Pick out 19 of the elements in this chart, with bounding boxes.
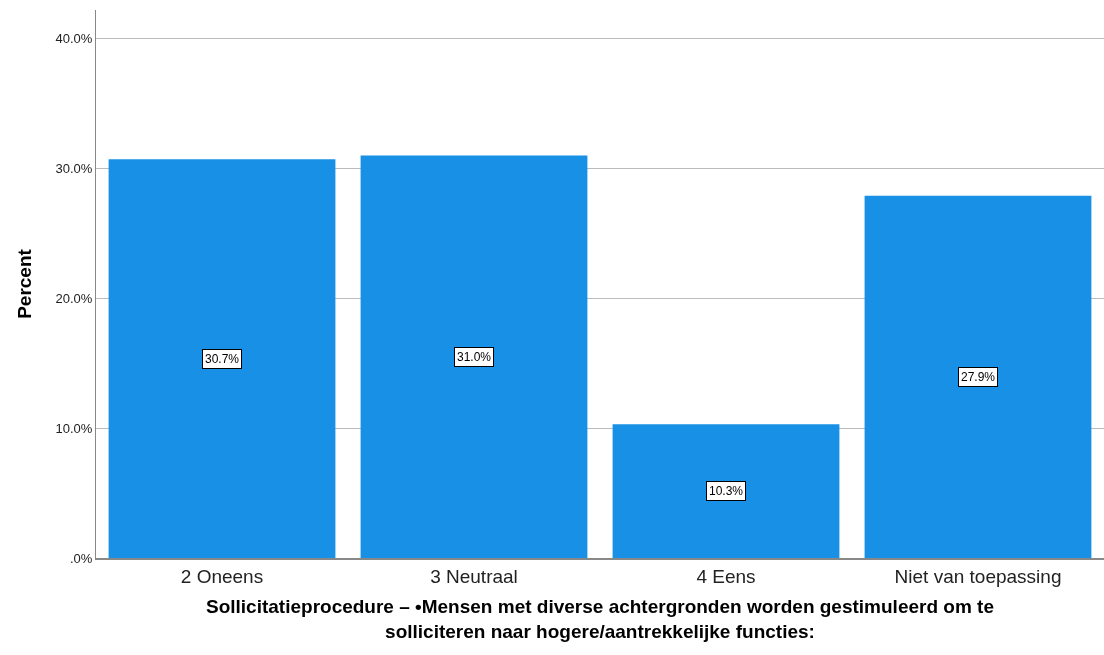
- x-tick-label: 2 Oneens: [180, 565, 264, 587]
- x-tick-label: 3 Neutraal: [430, 565, 518, 587]
- data-label: 31.0%: [457, 350, 492, 364]
- bar: [612, 424, 840, 558]
- data-label: 27.9%: [961, 370, 996, 384]
- x-tick-label: Niet van toepassing: [894, 565, 1062, 587]
- y-tick-label: 30.0%: [55, 160, 93, 176]
- y-axis-title: Percent: [14, 248, 36, 319]
- y-tick-label: 20.0%: [55, 290, 93, 306]
- bar: [864, 195, 1092, 558]
- x-axis-title: Sollicitatieprocedure – •Mensen met diverse achtergronden worden gestimuleerd om te solliciteren naar hogere/aantrekkelijke functies:: [206, 596, 994, 642]
- data-label: 30.7%: [205, 352, 240, 366]
- bar: [108, 159, 336, 558]
- y-tick-label: 10.0%: [55, 420, 93, 436]
- y-tick-label: .0%: [69, 550, 93, 566]
- y-tick-label: 40.0%: [55, 31, 93, 47]
- x-tick-label: 4 Eens: [696, 565, 756, 587]
- data-label: 10.3%: [709, 484, 744, 498]
- bar: [360, 155, 588, 558]
